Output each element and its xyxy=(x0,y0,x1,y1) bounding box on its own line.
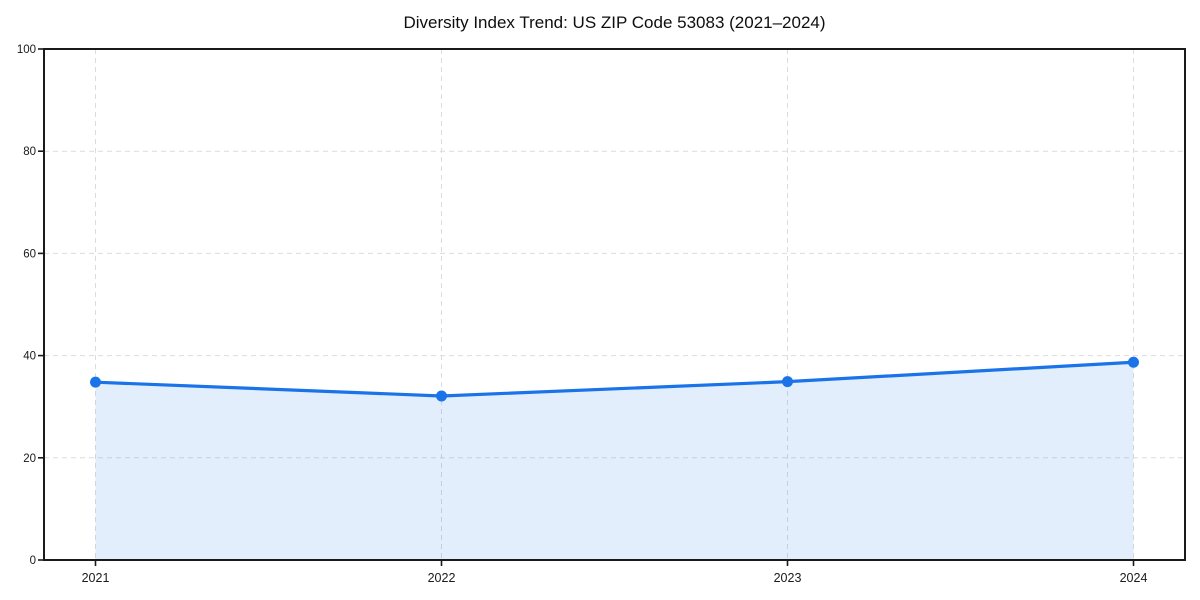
data-point-marker xyxy=(436,390,447,402)
y-tick-label: 80 xyxy=(23,146,36,158)
x-tick-label: 2023 xyxy=(774,571,802,585)
y-tick-label: 20 xyxy=(23,453,36,465)
y-tick-label: 40 xyxy=(23,351,36,363)
plot-border xyxy=(43,48,1186,561)
chart-title: Diversity Index Trend: US ZIP Code 53083… xyxy=(403,13,826,32)
x-tick-label: 2022 xyxy=(428,571,456,585)
data-point-marker xyxy=(782,376,793,388)
data-point-marker xyxy=(90,376,101,388)
y-tick-label: 0 xyxy=(30,555,36,567)
x-tick-label: 2024 xyxy=(1120,571,1148,585)
trend-line xyxy=(93,360,1136,398)
y-tick-label: 100 xyxy=(17,44,36,56)
data-point-marker xyxy=(1128,356,1139,368)
area-fill xyxy=(95,362,1134,560)
y-tick-label: 60 xyxy=(23,248,36,260)
x-tick-label: 2021 xyxy=(82,571,110,585)
